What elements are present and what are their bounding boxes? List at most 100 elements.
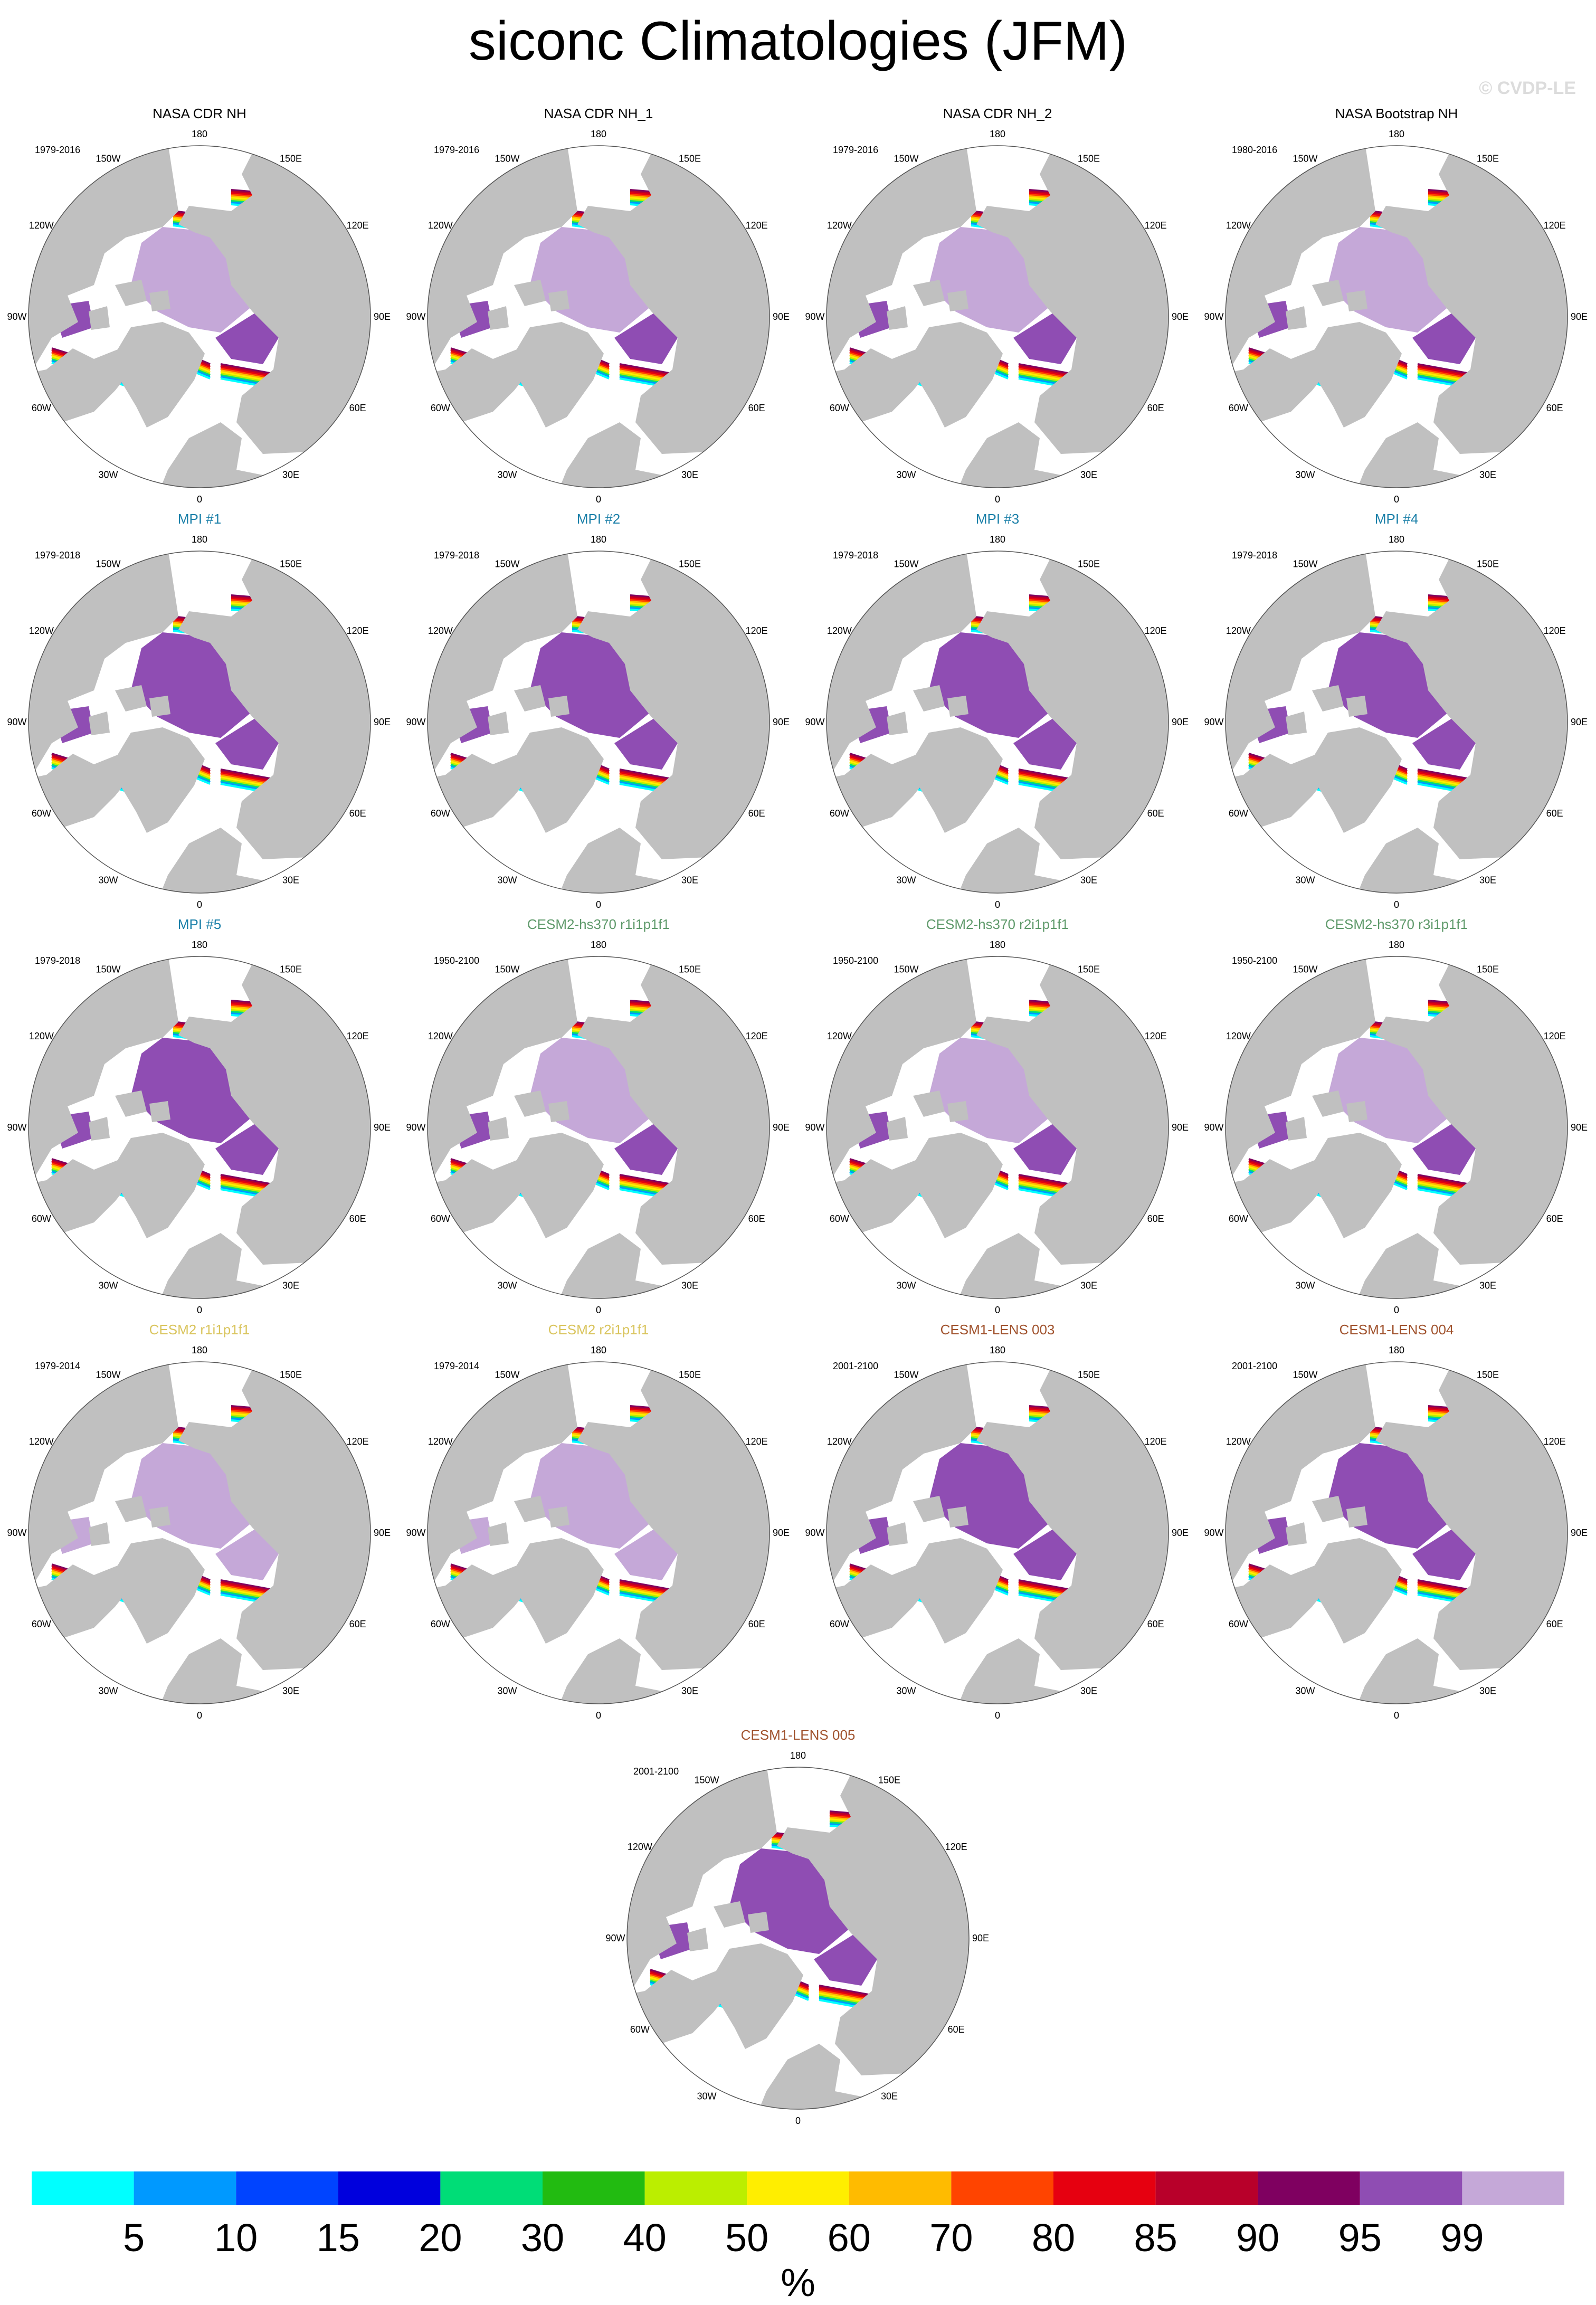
longitude-label: 120E	[347, 1031, 369, 1041]
longitude-label: 120E	[347, 625, 369, 636]
longitude-label: 120E	[347, 220, 369, 231]
longitude-label: 150W	[96, 153, 120, 164]
longitude-label: 150W	[894, 558, 918, 569]
longitude-label: 0	[596, 899, 601, 910]
longitude-label: 60E	[1147, 808, 1164, 819]
longitude-label: 120W	[428, 625, 453, 636]
colorbar-swatch	[1053, 2171, 1156, 2205]
longitude-label: 30W	[497, 1280, 517, 1291]
map-boundary	[626, 1767, 970, 2110]
longitude-label: 30W	[1295, 875, 1315, 886]
panel-title: MPI #3	[975, 511, 1020, 527]
longitude-label: 120W	[428, 1436, 453, 1447]
longitude-label: 150E	[280, 964, 302, 974]
polar-map: 180 150E 120E 90E 60E 30E 0 30W 60W 90W 120W 150W	[605, 1750, 989, 2126]
longitude-label: 150W	[1293, 558, 1317, 569]
longitude-label: 30E	[1080, 1280, 1097, 1291]
longitude-label: 0	[197, 494, 202, 505]
longitude-label: 180	[990, 940, 1005, 950]
longitude-label: 150E	[679, 964, 701, 974]
longitude-label: 90W	[1204, 1122, 1223, 1133]
longitude-label: 60E	[748, 403, 765, 413]
map-panel: CESM2-hs370 r2i1p1f1 1950-2100 180 150E 120E…	[798, 915, 1197, 1316]
longitude-label: 30W	[98, 1280, 118, 1291]
colorbar-swatch	[338, 2171, 441, 2205]
longitude-label: 60E	[1546, 403, 1563, 413]
longitude-label: 120E	[746, 220, 768, 231]
longitude-label: 60W	[1229, 1619, 1248, 1629]
longitude-label: 90E	[773, 311, 790, 322]
polar-map: 180 150E 120E 90E 60E 30E 0 30W 60W 90W 120W 150W	[406, 940, 790, 1315]
colorbar-tick-label: 40	[623, 2216, 667, 2260]
longitude-label: 90W	[406, 311, 425, 322]
panel-title: CESM1-LENS 003	[940, 1322, 1055, 1338]
longitude-label: 150W	[1293, 964, 1317, 974]
colorbar-swatch	[1155, 2171, 1258, 2205]
polar-map: 180 150E 120E 90E 60E 30E 0 30W 60W 90W 120W 150W	[1204, 534, 1588, 910]
longitude-label: 90E	[1172, 1528, 1189, 1538]
longitude-label: 120W	[1226, 1436, 1251, 1447]
panel-year-range: 1979-2018	[1232, 550, 1278, 561]
longitude-label: 90W	[805, 311, 824, 322]
longitude-label: 150W	[1293, 153, 1317, 164]
longitude-label: 30E	[681, 470, 698, 480]
map-panel: CESM1-LENS 004 2001-2100 180 150E 120E 90E 60E…	[1197, 1321, 1596, 1722]
map-boundary	[1225, 956, 1568, 1299]
colorbar-tick-label: 30	[520, 2216, 565, 2260]
longitude-label: 60W	[431, 1619, 450, 1629]
longitude-label: 0	[596, 1305, 601, 1315]
longitude-label: 180	[591, 534, 606, 545]
map-panel: NASA CDR NH_1 1979-2016 180 150E 120E 90E 60E 3…	[399, 105, 798, 506]
longitude-label: 120W	[428, 220, 453, 231]
colorbar-tick-label: 90	[1236, 2216, 1280, 2260]
longitude-label: 90W	[406, 1122, 425, 1133]
longitude-label: 30E	[282, 470, 299, 480]
longitude-label: 60W	[32, 808, 51, 819]
longitude-label: 30E	[1479, 470, 1496, 480]
longitude-label: 180	[192, 129, 207, 139]
longitude-label: 60E	[748, 808, 765, 819]
longitude-label: 120W	[29, 625, 54, 636]
longitude-label: 60W	[1229, 808, 1248, 819]
longitude-label: 150W	[894, 1369, 918, 1380]
colorbar-tick-label: 70	[929, 2216, 973, 2260]
longitude-label: 30W	[896, 1280, 916, 1291]
longitude-label: 30W	[896, 470, 916, 480]
polar-map: 180 150E 120E 90E 60E 30E 0 30W 60W 90W 120W 150W	[7, 534, 391, 910]
longitude-label: 180	[790, 1750, 806, 1761]
longitude-label: 180	[1389, 129, 1404, 139]
longitude-label: 90W	[7, 1528, 26, 1538]
longitude-label: 180	[591, 940, 606, 950]
longitude-label: 150E	[878, 1775, 900, 1785]
longitude-label: 60E	[748, 1213, 765, 1224]
longitude-label: 120E	[1544, 1436, 1566, 1447]
longitude-label: 150E	[280, 558, 302, 569]
panel-year-range: 1979-2014	[434, 1361, 480, 1371]
longitude-label: 150W	[495, 1369, 519, 1380]
longitude-label: 90W	[1204, 311, 1223, 322]
longitude-label: 0	[596, 1710, 601, 1721]
longitude-label: 120E	[347, 1436, 369, 1447]
colorbar-swatch	[543, 2171, 645, 2205]
longitude-label: 30W	[896, 875, 916, 886]
longitude-label: 30E	[1479, 1280, 1496, 1291]
longitude-label: 90E	[773, 1122, 790, 1133]
panel-year-range: 1950-2100	[434, 955, 480, 966]
longitude-label: 150E	[679, 558, 701, 569]
longitude-label: 30W	[98, 470, 118, 480]
map-boundary	[427, 1361, 770, 1704]
longitude-label: 30E	[282, 875, 299, 886]
longitude-label: 30E	[1479, 1686, 1496, 1696]
map-panel: NASA Bootstrap NH 1980-2016 180 150E 120E 90E…	[1197, 105, 1596, 506]
longitude-label: 0	[995, 1710, 1000, 1721]
longitude-label: 30E	[282, 1686, 299, 1696]
longitude-label: 0	[197, 1305, 202, 1315]
colorbar-tick-label: 99	[1440, 2216, 1484, 2260]
longitude-label: 60E	[1546, 808, 1563, 819]
longitude-label: 150W	[894, 153, 918, 164]
longitude-label: 60E	[1147, 1213, 1164, 1224]
longitude-label: 120E	[746, 1031, 768, 1041]
longitude-label: 150E	[280, 153, 302, 164]
colorbar-tick-label: 10	[214, 2216, 258, 2260]
map-panel: NASA CDR NH_2 1979-2016 180 150E 120E 90E 60E 3…	[798, 105, 1197, 506]
